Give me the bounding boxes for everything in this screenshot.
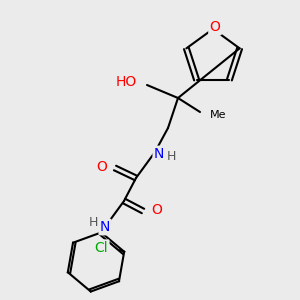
Text: H: H <box>166 149 176 163</box>
Text: Me: Me <box>210 110 226 120</box>
Text: N: N <box>154 147 164 161</box>
Text: N: N <box>100 220 110 234</box>
Text: H: H <box>88 217 98 230</box>
Text: O: O <box>96 160 107 174</box>
Text: O: O <box>151 203 162 217</box>
Text: O: O <box>210 20 220 34</box>
Text: HO: HO <box>116 75 137 89</box>
Text: Cl: Cl <box>94 241 108 255</box>
